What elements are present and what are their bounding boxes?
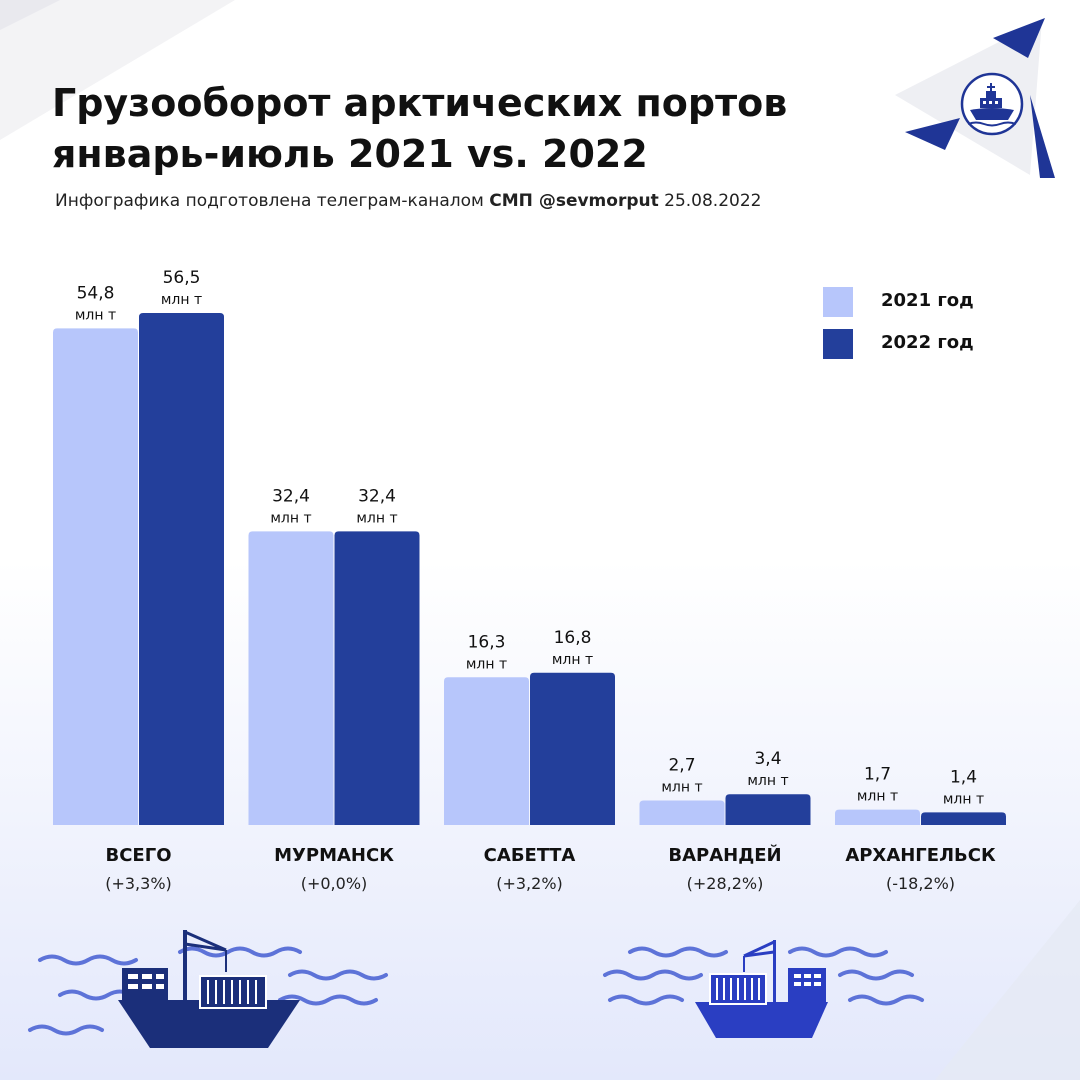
data-label-value: 32,4	[358, 486, 396, 506]
waves-left	[28, 946, 388, 1036]
data-label-value: 3,4	[754, 749, 781, 769]
cargo-ship-icon	[118, 930, 300, 1048]
bar-2021-1	[248, 531, 334, 825]
category-label: ВАРАНДЕЙ	[668, 845, 782, 866]
data-label-unit: млн т	[747, 773, 788, 789]
bar-2022-4	[921, 812, 1006, 825]
data-label-value: 1,7	[864, 765, 891, 785]
bar-2022-2	[530, 672, 615, 825]
logo-icebreaker-icon	[960, 72, 1024, 136]
legend-label-2022: 2022 год	[881, 332, 974, 353]
data-label-unit: млн т	[270, 510, 311, 526]
waves-right	[603, 946, 924, 1006]
category-label: ВСЕГО	[105, 845, 172, 866]
subtitle: Инфографика подготовлена телеграм-канало…	[55, 191, 761, 211]
category-change: (+3,3%)	[105, 874, 172, 893]
category-change: (-18,2%)	[885, 874, 956, 893]
data-label-value: 16,8	[554, 628, 592, 648]
data-label-unit: млн т	[466, 656, 507, 672]
data-label-value: 16,3	[468, 632, 506, 652]
data-label-value: 56,5	[163, 268, 201, 288]
bar-2021-4	[835, 809, 920, 825]
data-label-unit: млн т	[356, 510, 397, 526]
title-line-1: Грузооборот арктических портов	[52, 81, 788, 125]
ships-illustration	[28, 930, 924, 1048]
data-label-unit: млн т	[552, 652, 593, 668]
page-title: Грузооборот арктических портов январь-ию…	[52, 78, 872, 180]
category-label: САБЕТТА	[483, 845, 576, 866]
category-label: МУРМАНСК	[274, 845, 394, 866]
data-label-unit: млн т	[857, 789, 898, 805]
data-label-value: 2,7	[668, 756, 695, 776]
bar-2022-3	[725, 794, 811, 825]
bar-2022-0	[139, 313, 224, 825]
category-change: (+0,0%)	[300, 874, 368, 893]
data-label-value: 54,8	[77, 283, 115, 303]
cargo-ship-icon	[695, 940, 828, 1038]
data-label-unit: млн т	[75, 307, 116, 323]
category-label: АРХАНГЕЛЬСК	[845, 845, 996, 866]
data-label-value: 1,4	[950, 767, 977, 787]
category-change: (+28,2%)	[686, 874, 764, 893]
legend-swatch-2021	[823, 287, 853, 317]
bar-2021-0	[53, 328, 138, 825]
data-label-unit: млн т	[943, 791, 984, 807]
bar-2021-3	[639, 800, 725, 825]
subtitle-channel: СМП @sevmorput	[489, 191, 659, 211]
title-line-2: январь-июль 2021 vs. 2022	[52, 132, 648, 176]
subtitle-date: 25.08.2022	[664, 191, 762, 211]
category-change: (+3,2%)	[496, 874, 563, 893]
legend-label-2021: 2021 год	[881, 290, 974, 311]
legend-swatch-2022	[823, 329, 853, 359]
data-label-unit: млн т	[161, 292, 202, 308]
subtitle-prefix: Инфографика подготовлена телеграм-канало…	[55, 191, 484, 211]
bar-2022-1	[334, 531, 420, 825]
data-label-unit: млн т	[661, 780, 702, 796]
bar-2021-2	[444, 677, 529, 825]
data-label-value: 32,4	[272, 486, 310, 506]
